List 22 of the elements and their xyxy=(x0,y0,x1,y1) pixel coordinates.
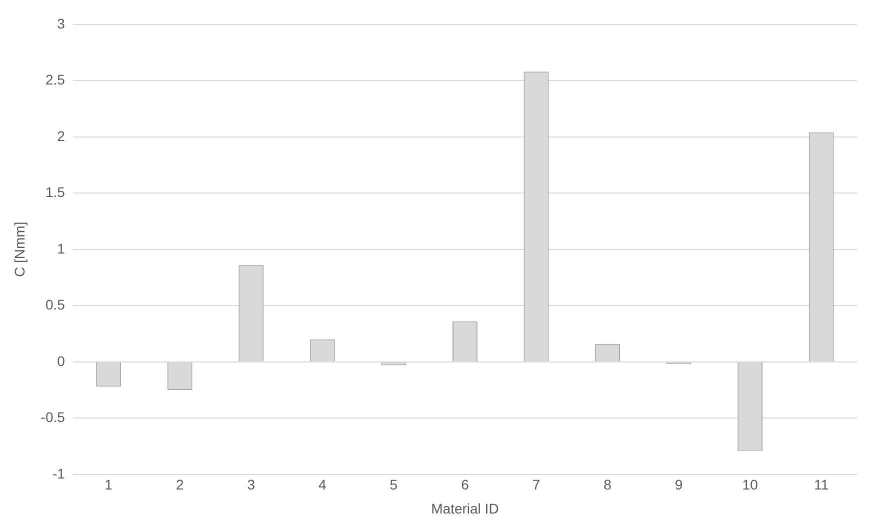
x-tick-label: 9 xyxy=(674,476,683,493)
y-tick-label: -1 xyxy=(52,465,66,482)
y-tick-label: 1.5 xyxy=(45,184,66,200)
x-axis-title: Material ID xyxy=(431,500,499,516)
y-tick-label: 3 xyxy=(57,15,66,32)
x-tick-label: 2 xyxy=(176,476,184,493)
x-tick-label: 1 xyxy=(104,476,113,493)
y-tick-label: 1 xyxy=(57,240,66,256)
x-tick-label: 7 xyxy=(532,476,540,493)
y-tick-label: 2.5 xyxy=(45,72,66,88)
y-tick-label: 0.5 xyxy=(45,296,66,313)
x-tick-label: 8 xyxy=(604,476,612,493)
x-tick-label: 11 xyxy=(814,476,829,493)
x-tick-label: 4 xyxy=(318,476,327,493)
y-tick-label: 2 xyxy=(57,128,66,144)
y-tick-label: -0.5 xyxy=(40,409,66,426)
y-axis-title: C [Nmm] xyxy=(11,222,28,278)
x-tick-label: 3 xyxy=(247,476,256,493)
x-tick-label: 5 xyxy=(390,476,398,493)
x-tick-label: 10 xyxy=(742,476,758,493)
y-tick-label: 0 xyxy=(57,352,66,369)
x-tick-label: 6 xyxy=(461,476,470,493)
